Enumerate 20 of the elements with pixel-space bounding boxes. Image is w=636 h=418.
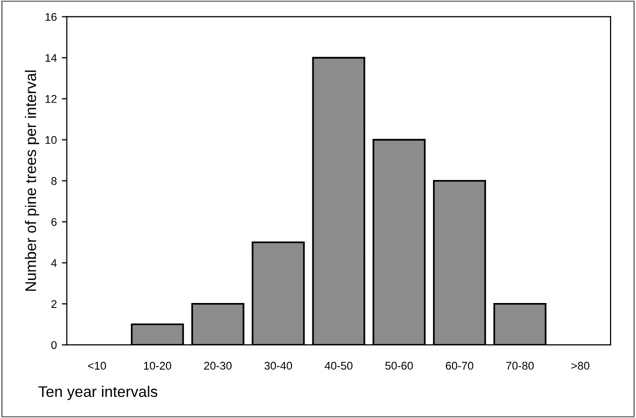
x-tick-label: 60-70 bbox=[446, 362, 474, 370]
x-tick-label: 30-40 bbox=[264, 362, 292, 370]
y-tick-label: 8 bbox=[51, 177, 57, 185]
y-tick-label: 0 bbox=[51, 341, 57, 349]
y-tick-label: 16 bbox=[46, 12, 57, 21]
y-axis-title: Number of pine trees per interval bbox=[24, 70, 40, 291]
y-tick-label: 6 bbox=[51, 218, 57, 226]
y-tick-label: 2 bbox=[51, 300, 56, 308]
x-tick-label: <10 bbox=[88, 362, 106, 370]
x-tick-label: >80 bbox=[571, 362, 590, 370]
y-tick-label: 4 bbox=[51, 259, 57, 267]
y-tick-label: 14 bbox=[46, 54, 57, 62]
x-tick-label: 20-30 bbox=[204, 362, 232, 370]
y-tick-label: 12 bbox=[46, 95, 56, 103]
x-axis-title: Ten year intervals bbox=[38, 386, 158, 400]
y-tick-label: 10 bbox=[46, 136, 57, 144]
x-tick-label: 40-50 bbox=[324, 362, 352, 370]
x-tick-label: 10-20 bbox=[144, 362, 172, 370]
x-tick-label: 50-60 bbox=[385, 362, 413, 370]
x-tick-label: 70-80 bbox=[506, 362, 534, 370]
